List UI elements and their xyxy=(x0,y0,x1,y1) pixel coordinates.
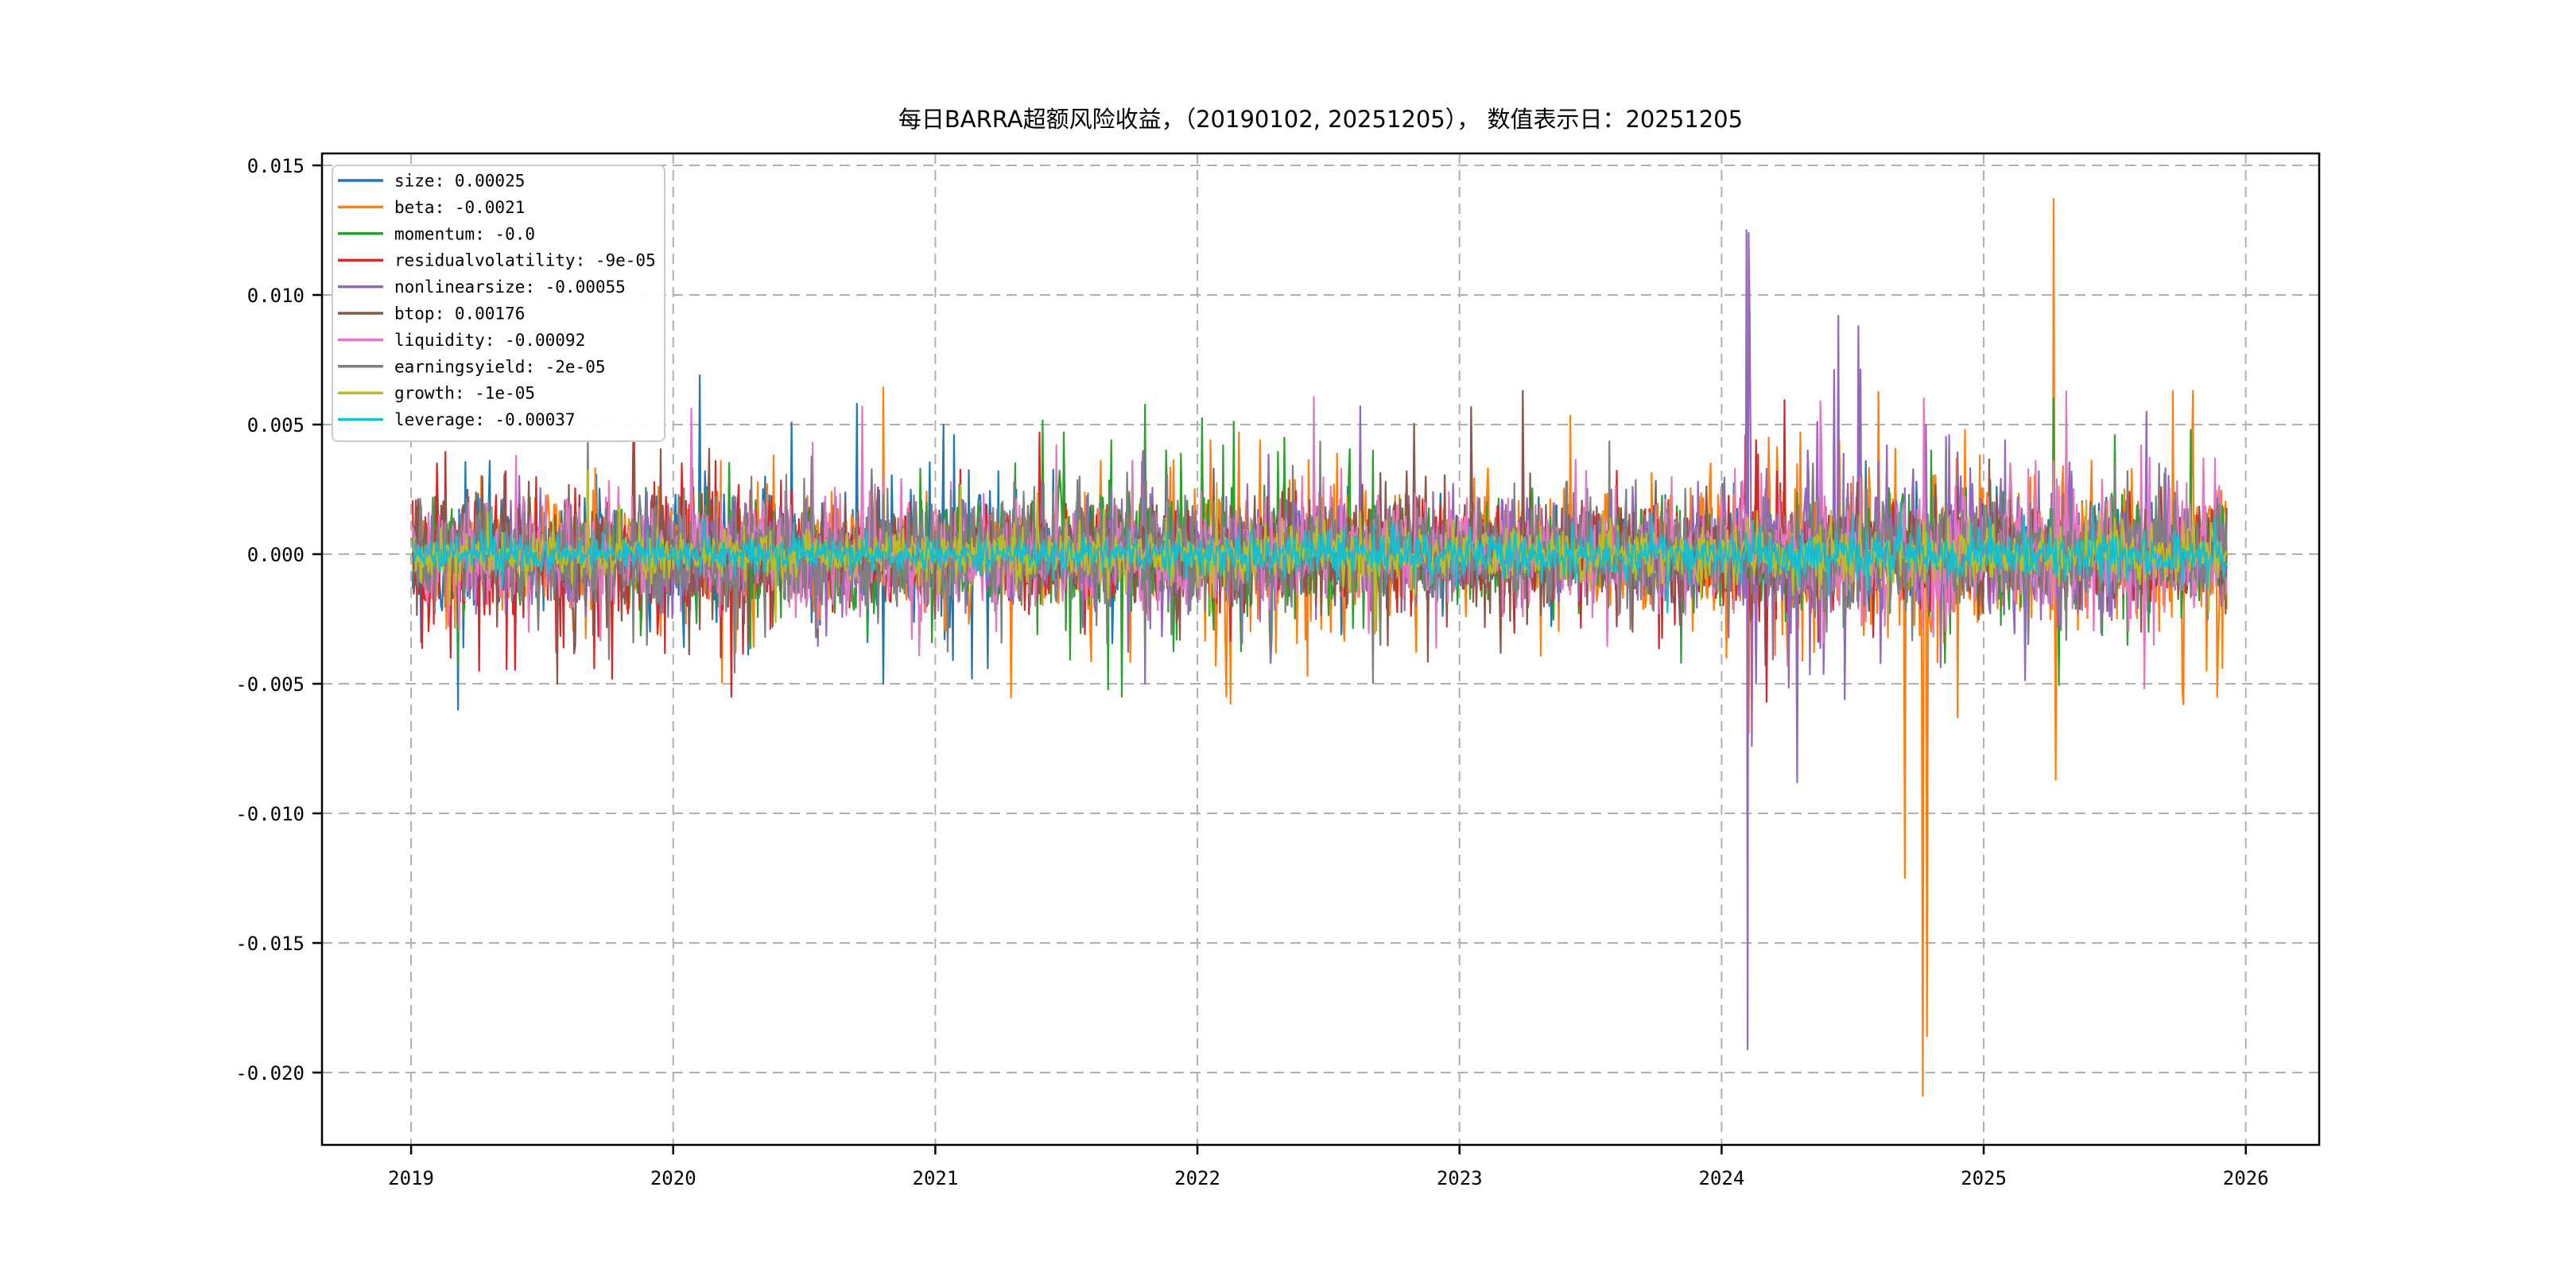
legend-label-earningsyield: earningsyield: -2e-05 xyxy=(394,357,606,376)
y-tick-label-0.015: 0.015 xyxy=(247,155,305,177)
y-tick-label--0.010: -0.010 xyxy=(235,803,305,825)
series-line-beta xyxy=(412,198,2228,1097)
legend-label-nonlinearsize: nonlinearsize: -0.00055 xyxy=(394,277,626,297)
x-tick-label-2022: 2022 xyxy=(1174,1167,1220,1189)
legend-item-nonlinearsize: nonlinearsize: -0.00055 xyxy=(338,277,626,297)
y-tick-label-0.010: 0.010 xyxy=(247,285,305,307)
legend-item-btop: btop: 0.00176 xyxy=(338,305,525,324)
axes-frame xyxy=(320,152,2321,1146)
y-tick-label--0.020: -0.020 xyxy=(235,1062,305,1084)
legend-item-growth: growth: -1e-05 xyxy=(338,384,535,403)
x-tick-label-2026: 2026 xyxy=(2223,1167,2269,1189)
legend-label-btop: btop: 0.00176 xyxy=(394,305,525,324)
legend-item-leverage: leverage: -0.00037 xyxy=(338,410,576,429)
y-tick-label-0.005: 0.005 xyxy=(247,414,305,436)
legend-item-residualvolatility: residualvolatility: -9e-05 xyxy=(338,251,656,270)
series-line-leverage xyxy=(412,502,2228,614)
y-tick-label--0.005: -0.005 xyxy=(235,673,305,696)
legend-label-residualvolatility: residualvolatility: -9e-05 xyxy=(394,251,656,270)
legend-label-beta: beta: -0.0021 xyxy=(394,198,525,217)
legend-label-size: size: 0.00025 xyxy=(394,172,525,191)
y-tick-label-0.000: 0.000 xyxy=(247,544,305,566)
grid-layer xyxy=(322,153,2319,1145)
x-tick-label-2019: 2019 xyxy=(388,1167,434,1189)
legend-item-beta: beta: -0.0021 xyxy=(338,198,525,217)
legend-label-leverage: leverage: -0.00037 xyxy=(394,410,576,429)
series-layer xyxy=(412,198,2228,1097)
legend-box xyxy=(332,165,665,442)
legend-label-liquidity: liquidity: -0.00092 xyxy=(394,331,585,350)
x-tick-label-2021: 2021 xyxy=(913,1167,959,1189)
legend-item-earningsyield: earningsyield: -2e-05 xyxy=(338,357,606,376)
x-tick-label-2024: 2024 xyxy=(1698,1167,1744,1189)
chart-title: 每日BARRA超额风险收益，（20190102, 20251205）， 数值表示… xyxy=(898,106,1743,133)
legend-item-size: size: 0.00025 xyxy=(338,172,525,191)
legend-label-growth: growth: -1e-05 xyxy=(394,384,535,403)
legend-item-momentum: momentum: -0.0 xyxy=(338,224,535,243)
x-tick-label-2023: 2023 xyxy=(1437,1167,1483,1189)
legend-label-momentum: momentum: -0.0 xyxy=(394,224,535,243)
legend-item-liquidity: liquidity: -0.00092 xyxy=(338,331,585,350)
x-tick-label-2020: 2020 xyxy=(650,1167,696,1189)
legend: size: 0.00025 beta: -0.0021 momentum: -0.0… xyxy=(332,165,665,442)
axis-layer: 2019 2020 2021 2022 2023 2024 2025 2026 0.015 0.0… xyxy=(235,152,2321,1189)
y-tick-label--0.015: -0.015 xyxy=(235,933,305,955)
x-tick-label-2025: 2025 xyxy=(1961,1167,2007,1189)
